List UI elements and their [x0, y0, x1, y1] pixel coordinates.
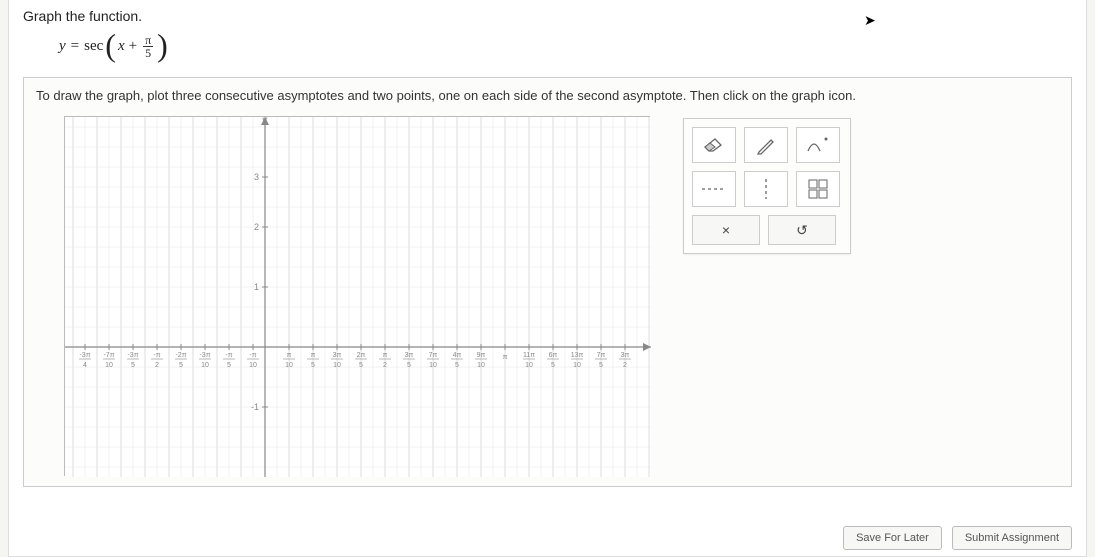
svg-text:1: 1: [254, 282, 259, 292]
graph-tool-button[interactable]: [796, 171, 840, 207]
svg-text:10: 10: [525, 362, 533, 369]
svg-text:5: 5: [407, 362, 411, 369]
svg-text:10: 10: [285, 362, 293, 369]
svg-text:5: 5: [359, 362, 363, 369]
eq-equals: =: [68, 38, 82, 55]
eq-frac-den: 5: [143, 47, 153, 59]
y-axis-label: y: [262, 115, 267, 126]
eq-lparen: (: [105, 36, 116, 55]
svg-text:5: 5: [599, 362, 603, 369]
pencil-tool-button[interactable]: [744, 127, 788, 163]
graph-canvas[interactable]: y 3 2 1 -1 -3π 4 -7π 10 -3π 5 -π 2 -2π 5 -3π 10 -π 5 -π 10 π…: [64, 116, 650, 476]
svg-text:π: π: [287, 352, 292, 359]
footer-buttons: Save For Later Submit Assignment: [843, 526, 1072, 550]
svg-text:10: 10: [573, 362, 581, 369]
curve-icon: [806, 135, 830, 155]
svg-text:5: 5: [131, 362, 135, 369]
svg-text:13π: 13π: [571, 352, 584, 359]
graph-svg: 3 2 1 -1 -3π 4 -7π 10 -3π 5 -π 2 -2π 5 -3π 10 -π 5 -π 10 π 10…: [65, 117, 651, 477]
eq-fn: sec: [84, 38, 103, 55]
svg-text:4π: 4π: [453, 352, 462, 359]
svg-text:2: 2: [623, 362, 627, 369]
svg-text:-1: -1: [251, 402, 259, 412]
svg-text:-π: -π: [249, 352, 256, 359]
svg-text:-3π: -3π: [127, 352, 138, 359]
svg-text:5: 5: [455, 362, 459, 369]
svg-text:π: π: [503, 354, 508, 361]
pencil-icon: [756, 135, 776, 155]
instruction-text: To draw the graph, plot three consecutiv…: [36, 88, 1059, 103]
svg-text:2π: 2π: [357, 352, 366, 359]
toolbox: × ↺: [683, 118, 851, 254]
svg-text:-3π: -3π: [199, 352, 210, 359]
eq-rparen: ): [157, 36, 168, 55]
svg-text:3: 3: [254, 172, 259, 182]
curve-tool-button[interactable]: [796, 127, 840, 163]
instruction-panel: To draw the graph, plot three consecutiv…: [23, 77, 1072, 487]
submit-assignment-button[interactable]: Submit Assignment: [952, 526, 1072, 550]
eraser-icon: [703, 137, 725, 153]
svg-text:10: 10: [333, 362, 341, 369]
svg-text:-2π: -2π: [175, 352, 186, 359]
svg-text:3π: 3π: [621, 352, 630, 359]
svg-text:3π: 3π: [333, 352, 342, 359]
svg-text:10: 10: [429, 362, 437, 369]
asymptote-icon: [760, 177, 772, 201]
svg-text:5: 5: [551, 362, 555, 369]
svg-text:3π: 3π: [405, 352, 414, 359]
svg-text:5: 5: [227, 362, 231, 369]
eq-lhs: y: [59, 38, 66, 55]
svg-text:9π: 9π: [477, 352, 486, 359]
eq-x: x: [118, 38, 125, 55]
svg-text:7π: 7π: [597, 352, 606, 359]
svg-text:-3π: -3π: [79, 352, 90, 359]
undo-button[interactable]: ↺: [768, 215, 836, 245]
mouse-cursor: ➤: [864, 12, 876, 29]
svg-text:-π: -π: [153, 352, 160, 359]
equation: y = sec ( x + π 5 ): [59, 34, 1072, 59]
svg-text:-π: -π: [225, 352, 232, 359]
svg-text:5: 5: [311, 362, 315, 369]
svg-text:10: 10: [477, 362, 485, 369]
graph-icon: [807, 178, 829, 200]
eq-frac: π 5: [141, 34, 155, 59]
prompt-title: Graph the function.: [23, 8, 1072, 24]
svg-text:11π: 11π: [523, 352, 535, 359]
clear-button[interactable]: ×: [692, 215, 760, 245]
svg-text:2: 2: [383, 362, 387, 369]
svg-text:7π: 7π: [429, 352, 438, 359]
svg-text:2: 2: [254, 222, 259, 232]
save-for-later-button[interactable]: Save For Later: [843, 526, 942, 550]
svg-text:π: π: [311, 352, 316, 359]
svg-text:4: 4: [83, 362, 87, 369]
eq-plus: +: [127, 38, 139, 55]
svg-text:π: π: [383, 352, 388, 359]
eraser-tool-button[interactable]: [692, 127, 736, 163]
svg-text:2: 2: [155, 362, 159, 369]
svg-text:10: 10: [105, 362, 113, 369]
svg-text:5: 5: [179, 362, 183, 369]
dashed-icon: [700, 185, 728, 193]
svg-text:6π: 6π: [549, 352, 558, 359]
svg-text:10: 10: [249, 362, 257, 369]
svg-text:10: 10: [201, 362, 209, 369]
dashed-line-tool-button[interactable]: [692, 171, 736, 207]
asymptote-tool-button[interactable]: [744, 171, 788, 207]
svg-text:-7π: -7π: [103, 352, 114, 359]
